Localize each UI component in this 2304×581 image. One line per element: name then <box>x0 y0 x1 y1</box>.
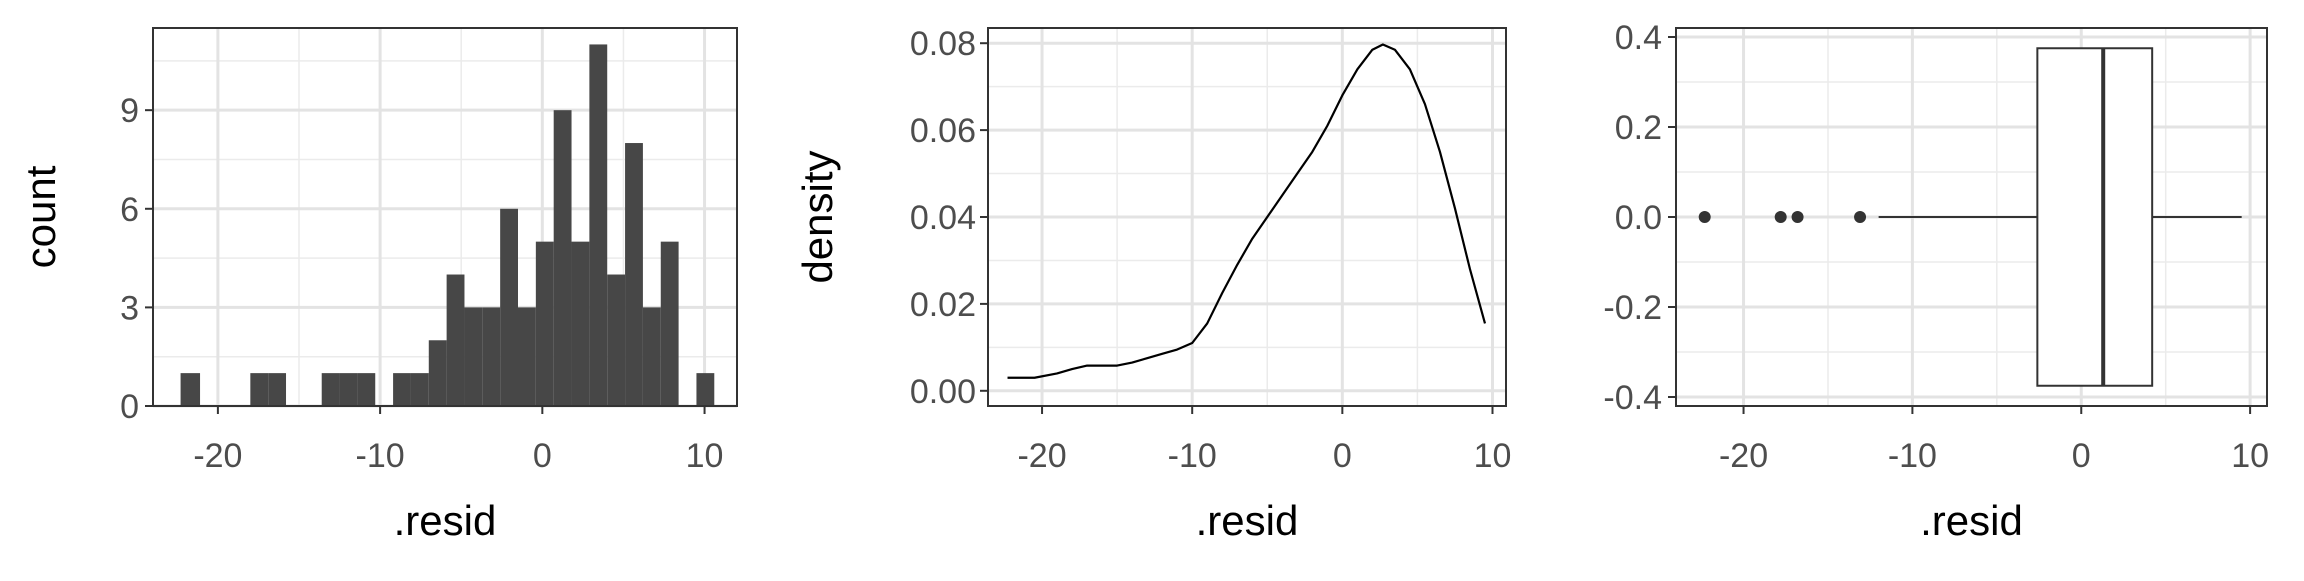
histogram-bar <box>500 208 518 406</box>
chart-panel-2: -20 -10 0 10 0.00 0.02 0.04 0.06 0.08 .resid densi… <box>794 25 1511 544</box>
histogram-bar <box>696 373 715 406</box>
histogram-bar <box>393 373 411 406</box>
x-tick-label: 10 <box>686 437 724 475</box>
histogram-bar <box>553 110 572 406</box>
x-axis-label: .resid <box>1920 497 2023 544</box>
histogram-bar <box>660 241 679 406</box>
y-tick-label: 0.08 <box>910 25 976 63</box>
y-tick-label: 0.0 <box>1615 199 1662 237</box>
histogram-bar <box>464 307 483 406</box>
x-tick-label: 0 <box>533 437 552 475</box>
histogram-bar <box>357 373 376 406</box>
x-tick-label: -10 <box>356 437 405 475</box>
chart-panel-3: -20 -10 0 10 -0.4 -0.2 0.0 0.2 0.4 .resid <box>1603 19 2269 544</box>
histogram-bar <box>625 143 643 407</box>
histogram-bar <box>642 307 661 406</box>
x-tick-label: 0 <box>1333 437 1352 475</box>
histogram-bar <box>535 241 554 406</box>
outlier-point <box>1698 211 1711 223</box>
y-tick-label: 0 <box>120 388 139 426</box>
y-axis-label: density <box>794 150 841 283</box>
y-tick-label: 0.4 <box>1615 19 1662 57</box>
histogram-bar <box>589 44 608 406</box>
y-tick-label: -0.4 <box>1603 379 1662 417</box>
x-tick-label: 10 <box>2231 437 2269 475</box>
x-axis-label: .resid <box>394 497 497 544</box>
histogram-bar <box>268 373 287 406</box>
x-axis-label: .resid <box>1196 497 1299 544</box>
density-curve <box>1007 43 1487 379</box>
histogram-bar <box>410 373 429 406</box>
outlier-point <box>1791 211 1804 223</box>
y-tick-label: 0.04 <box>910 199 976 237</box>
outlier-point <box>1854 211 1867 223</box>
histogram-bar <box>321 373 340 406</box>
y-tick-label: 0.2 <box>1615 109 1662 147</box>
histogram-bar <box>482 307 501 406</box>
histogram-bar <box>518 307 536 406</box>
x-tick-label: -20 <box>193 437 242 475</box>
box-iqr <box>2036 47 2154 387</box>
histogram-bar <box>428 340 447 406</box>
x-tick-label: 0 <box>2072 437 2091 475</box>
histogram-bar <box>571 241 590 406</box>
histogram-bar <box>446 274 465 406</box>
histogram-bar <box>339 373 358 406</box>
y-tick-label: 0.06 <box>910 112 976 150</box>
histogram-bar <box>607 274 626 406</box>
histogram-bar <box>250 373 269 406</box>
y-tick-label: 6 <box>120 191 139 229</box>
outlier-point <box>1774 211 1787 223</box>
x-tick-label: -20 <box>1719 437 1768 475</box>
y-tick-label: -0.2 <box>1603 289 1662 327</box>
y-tick-label: 0.02 <box>910 286 976 324</box>
y-tick-label: 0.00 <box>910 373 976 411</box>
x-tick-label: -10 <box>1888 437 1937 475</box>
y-tick-label: 3 <box>120 289 139 327</box>
plot-border <box>152 27 738 407</box>
y-tick-label: 9 <box>120 92 139 130</box>
x-tick-label: 10 <box>1474 437 1512 475</box>
x-tick-label: -20 <box>1017 437 1066 475</box>
histogram-bar <box>180 373 201 406</box>
x-tick-label: -10 <box>1168 437 1217 475</box>
chart-panel-1: -20 -10 0 10 0 3 6 9 .resid count <box>17 27 738 544</box>
y-axis-label: count <box>17 165 64 268</box>
